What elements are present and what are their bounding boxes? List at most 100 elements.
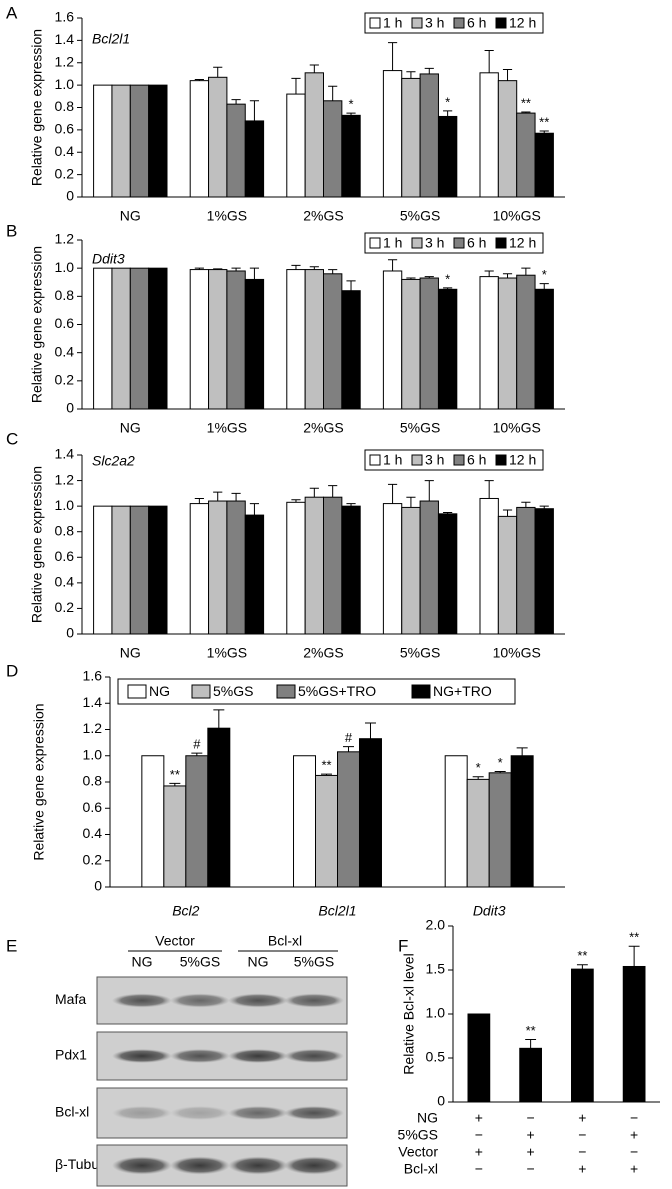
error-bar: [194, 79, 204, 81]
significance: #: [193, 737, 201, 752]
legend-swatch: [453, 237, 465, 249]
error-bar: [521, 267, 531, 276]
y-tick-label: 0.6: [55, 121, 75, 137]
y-axis-label: Relative gene expression: [29, 246, 45, 403]
error-bar: [406, 496, 416, 508]
x-tick-label: NG: [120, 208, 141, 224]
y-tick-label: 0.2: [55, 372, 75, 388]
bar: [244, 120, 265, 198]
legend-label: 6 h: [467, 235, 486, 251]
blot-band: [284, 993, 344, 1008]
error-bar: [484, 480, 494, 499]
bar: [437, 288, 458, 410]
error-bar: [249, 100, 260, 121]
y-tick-label: 1.2: [55, 231, 75, 247]
legend-swatch: [127, 684, 147, 699]
legend-swatch: [369, 454, 381, 466]
bar: [437, 115, 458, 198]
bar: [534, 132, 554, 198]
bar: [315, 774, 338, 888]
bar: [382, 70, 403, 198]
bar: [419, 73, 439, 198]
bar: [208, 76, 228, 198]
y-tick-label: 1.0: [55, 259, 75, 275]
y-tick-label: 1.0: [55, 76, 75, 92]
bar: [185, 755, 209, 888]
bar: [437, 513, 458, 635]
bar: [419, 500, 439, 635]
error-bar: [494, 771, 506, 773]
y-tick-label: 1.0: [426, 1005, 446, 1021]
bar: [467, 1013, 491, 1103]
significance: **: [539, 114, 549, 129]
bar: [208, 269, 228, 410]
legend-swatch: [453, 17, 465, 29]
bar: [111, 84, 131, 198]
bar: [519, 1047, 542, 1103]
legend-label: 3 h: [425, 15, 444, 31]
y-axis-label: Relative gene expression: [29, 466, 45, 623]
bar: [226, 270, 246, 410]
y-tick-label: 1.4: [55, 31, 75, 47]
error-bar: [309, 64, 319, 73]
blot-band: [170, 993, 230, 1008]
x-tick-label: 10%GS: [493, 420, 541, 436]
significance: *: [348, 97, 353, 112]
bar: [148, 84, 168, 198]
bar: [341, 505, 361, 635]
significance: *: [445, 271, 450, 286]
y-tick-label: 0.4: [83, 825, 103, 841]
legend-label: 3 h: [425, 235, 444, 251]
bar: [111, 267, 131, 410]
error-bar: [516, 747, 528, 756]
gene-title: Ddit3: [92, 251, 125, 267]
legend-label: 6 h: [467, 15, 486, 31]
error-bar: [328, 269, 338, 274]
error-bar: [231, 492, 241, 502]
error-bar: [346, 503, 356, 507]
bar: [497, 515, 518, 635]
bar: [337, 751, 360, 888]
error-bar: [321, 773, 333, 776]
panel-label: D: [6, 661, 18, 680]
x-tick-label: 1%GS: [207, 208, 247, 224]
significance: #: [345, 730, 353, 745]
bar: [244, 278, 265, 410]
condition-sign: +: [578, 1110, 586, 1126]
legend-swatch: [453, 454, 465, 466]
bar: [226, 103, 246, 198]
legend-swatch: [495, 454, 507, 466]
error-bar: [539, 505, 549, 509]
significance: **: [321, 758, 331, 773]
lane-label: NG: [248, 954, 269, 970]
bar: [516, 274, 536, 410]
y-tick-label: 0.4: [55, 143, 75, 159]
bar: [571, 968, 594, 1103]
x-tick-label: 5%GS: [400, 208, 440, 224]
condition-sign: +: [578, 1161, 586, 1177]
error-bar: [191, 752, 203, 756]
error-bar: [342, 746, 354, 752]
error-bar: [424, 67, 434, 74]
legend-swatch: [495, 237, 507, 249]
error-bar: [628, 945, 640, 967]
gene-title: Slc2a2: [92, 453, 135, 469]
error-bar: [231, 267, 241, 271]
error-bar: [521, 501, 531, 508]
bar: [304, 269, 324, 410]
y-tick-label: 0.2: [55, 165, 75, 181]
significance: **: [526, 1023, 536, 1038]
y-tick-label: 0.8: [55, 287, 75, 303]
bar: [93, 84, 113, 198]
significance: *: [498, 755, 503, 770]
error-bar: [406, 71, 416, 79]
legend-swatch: [411, 684, 431, 699]
error-bar: [387, 42, 398, 71]
significance: **: [521, 95, 531, 110]
bar: [488, 772, 512, 888]
bar: [479, 497, 499, 635]
bar: [286, 501, 306, 635]
condition-label: Bcl-xl: [404, 1161, 438, 1177]
bar: [93, 267, 113, 410]
